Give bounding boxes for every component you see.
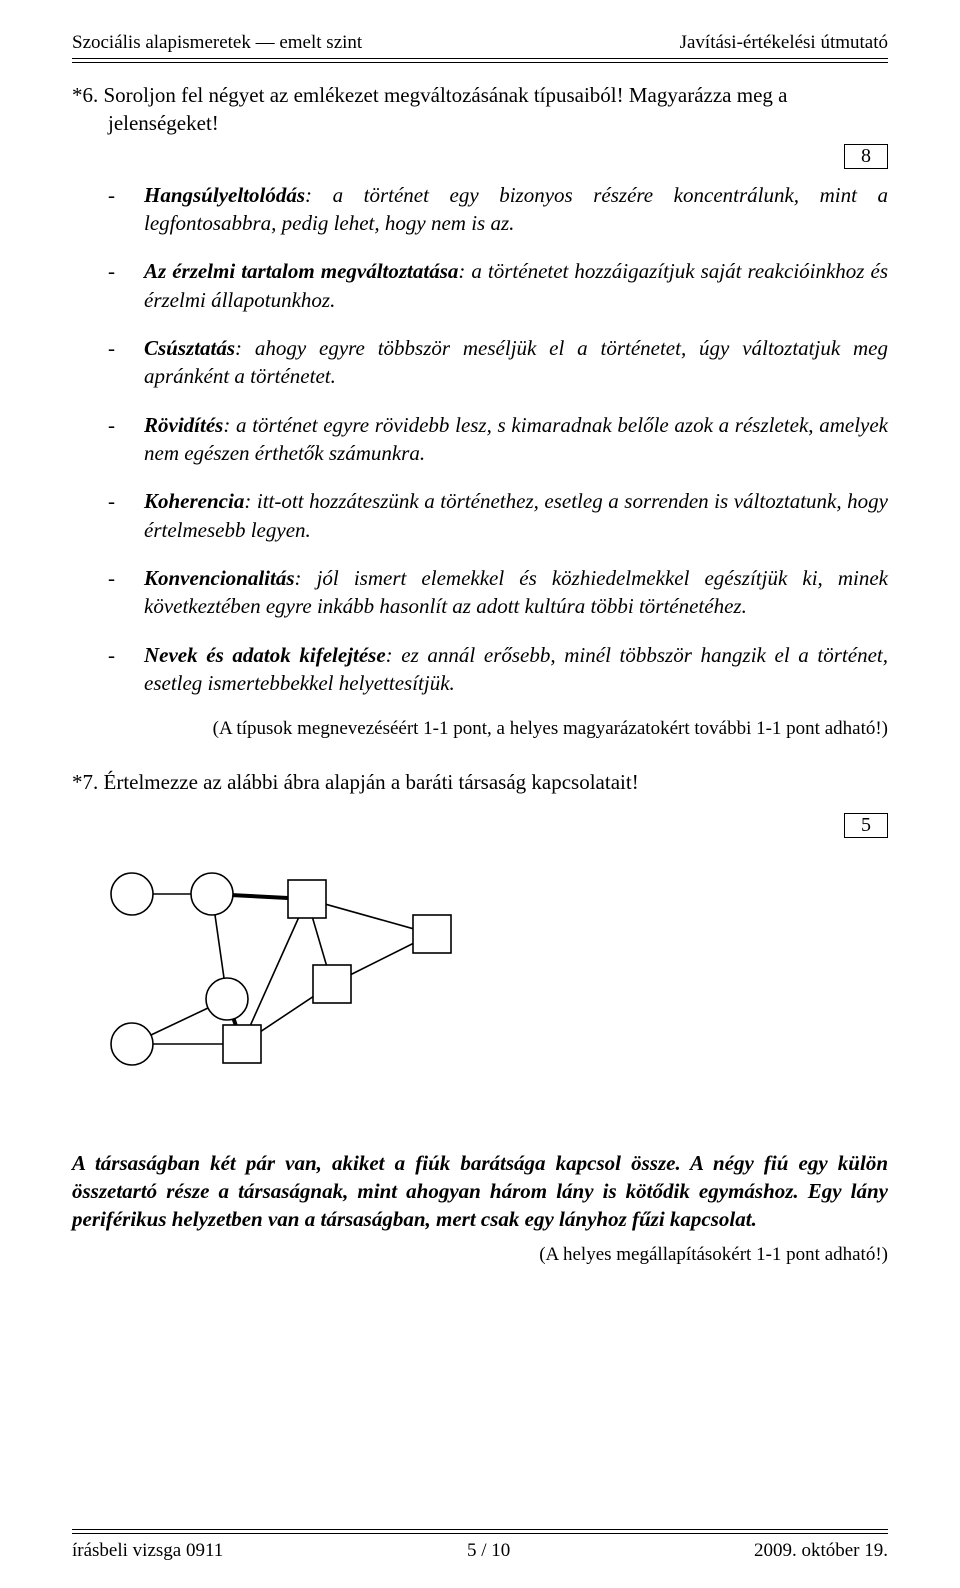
footer-rule — [72, 1529, 888, 1534]
q6-item-text: : itt-ott hozzáteszünk a történethez, es… — [144, 489, 888, 541]
edge — [251, 918, 299, 1025]
header-left: Szociális alapismeretek — emelt szint — [72, 32, 362, 54]
edge — [215, 914, 224, 977]
q6-item-term: Az érzelmi tartalom megváltoztatása — [144, 259, 458, 283]
node-circle — [191, 873, 233, 915]
q6-item: Nevek és adatok kifelejtése: ez annál er… — [108, 641, 888, 698]
node-square — [223, 1025, 261, 1063]
q6-item-term: Koherencia — [144, 489, 244, 513]
node-circle — [111, 873, 153, 915]
q7-network-svg — [72, 854, 472, 1084]
edge — [261, 996, 313, 1031]
edge — [326, 904, 413, 928]
header-rule — [72, 58, 888, 63]
q6-score-box: 8 — [844, 144, 888, 169]
q6-item: Hangsúlyeltolódás: a történet egy bizony… — [108, 181, 888, 238]
header-right: Javítási-értékelési útmutató — [680, 32, 888, 54]
q6-title-line2: jelenségeket! — [72, 109, 888, 137]
edge — [351, 943, 413, 974]
q6-item-term: Konvencionalitás — [144, 566, 295, 590]
q6-score-row: 8 — [72, 144, 888, 169]
q6-item-term: Rövidítés — [144, 413, 223, 437]
q6-answer-list: Hangsúlyeltolódás: a történet egy bizony… — [72, 181, 888, 698]
edge — [234, 1018, 236, 1024]
node-square — [313, 965, 351, 1003]
q7-scoring-note: (A helyes megállapításokért 1-1 pont adh… — [72, 1244, 888, 1266]
q6-scoring-note: (A típusok megnevezéséért 1-1 pont, a he… — [72, 718, 888, 740]
q7-title: *7. Értelmezze az alábbi ábra alapján a … — [72, 770, 888, 795]
q6-item: Csúsztatás: ahogy egyre többször meséljü… — [108, 334, 888, 391]
page: Szociális alapismeretek — emelt szint Ja… — [0, 0, 960, 1588]
q6-item-term: Csúsztatás — [144, 336, 235, 360]
q6-item-term: Nevek és adatok kifelejtése — [144, 643, 386, 667]
node-circle — [111, 1023, 153, 1065]
q7-diagram — [72, 854, 888, 1089]
q6-item-text: : a történet egyre rövidebb lesz, s kima… — [144, 413, 888, 465]
q6-item: Rövidítés: a történet egyre rövidebb les… — [108, 411, 888, 468]
q6-item-term: Hangsúlyeltolódás — [144, 183, 305, 207]
running-footer: írásbeli vizsga 0911 5 / 10 2009. októbe… — [72, 1540, 888, 1562]
q7-answer: A társaságban két pár van, akiket a fiúk… — [72, 1149, 888, 1234]
q6-item: Konvencionalitás: jól ismert elemekkel é… — [108, 564, 888, 621]
q6-item: Koherencia: itt-ott hozzáteszünk a törté… — [108, 487, 888, 544]
footer-right: 2009. október 19. — [754, 1540, 888, 1562]
q7-score-row: 5 — [72, 813, 888, 838]
node-square — [413, 915, 451, 953]
edge — [233, 895, 288, 898]
edge — [313, 918, 327, 965]
running-header: Szociális alapismeretek — emelt szint Ja… — [72, 32, 888, 54]
footer-left: írásbeli vizsga 0911 — [72, 1540, 223, 1562]
q6-item-text: : ahogy egyre többször meséljük el a tör… — [144, 336, 888, 388]
q6-title-line1: *6. Soroljon fel négyet az emlékezet meg… — [72, 81, 888, 109]
edge — [151, 1007, 208, 1034]
q6-title: *6. Soroljon fel négyet az emlékezet meg… — [72, 81, 888, 138]
node-circle — [206, 978, 248, 1020]
q7-score-box: 5 — [844, 813, 888, 838]
footer-center: 5 / 10 — [467, 1540, 510, 1562]
node-square — [288, 880, 326, 918]
q6-item: Az érzelmi tartalom megváltoztatása: a t… — [108, 257, 888, 314]
